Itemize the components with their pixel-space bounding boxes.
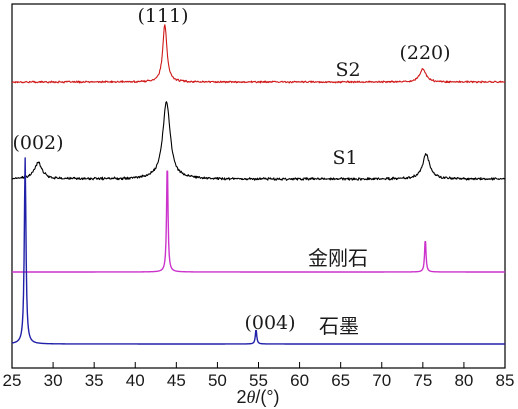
x-tick-label: 35 [85, 371, 104, 390]
series-line-2 [11, 101, 506, 181]
x-tick-label: 50 [208, 371, 227, 390]
series-line-1 [11, 24, 506, 84]
series-line-3 [11, 170, 506, 273]
x-tick-label: 30 [44, 371, 63, 390]
annotation-004: (004) [244, 312, 295, 334]
x-axis-title-unit: /(°) [255, 387, 279, 407]
annotation-002: (002) [12, 132, 63, 154]
x-axis-title-theta: θ [246, 387, 255, 407]
x-tick-label: 65 [331, 371, 350, 390]
x-tick-label: 80 [454, 371, 473, 390]
x-axis-title: 2θ/(°) [236, 387, 279, 407]
x-tick-label: 55 [249, 371, 268, 390]
x-tick-label: 40 [126, 371, 145, 390]
annotation-220: (220) [399, 42, 450, 64]
series-layer [11, 24, 506, 345]
x-tick-label: 85 [496, 371, 515, 390]
x-axis-ticks: 25 30 35 40 45 50 55 60 65 70 75 80 85 [3, 362, 515, 390]
series-label-diamond: 金刚石 [308, 246, 368, 270]
annotation-111: (111) [137, 5, 188, 27]
series-line-4 [11, 157, 506, 345]
series-label-graphite: 石墨 [319, 314, 359, 338]
x-axis-title-main: 2 [236, 387, 246, 407]
x-tick-label: 75 [413, 371, 432, 390]
x-tick-label: 60 [290, 371, 309, 390]
series-label-s2: S2 [335, 59, 360, 81]
x-tick-label: 25 [3, 371, 22, 390]
x-tick-label: 70 [372, 371, 391, 390]
series-label-s1: S1 [332, 147, 357, 169]
x-tick-label: 45 [167, 371, 186, 390]
